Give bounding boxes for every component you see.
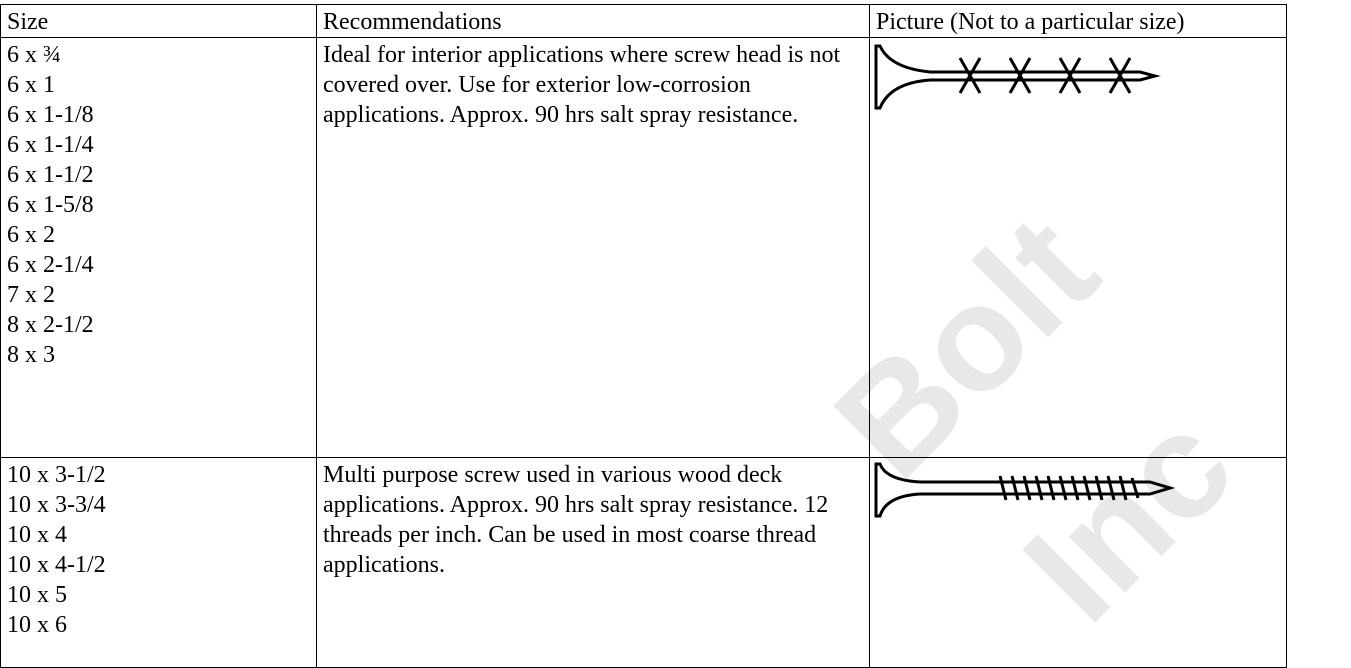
size: 6 x 1 — [7, 72, 55, 98]
recommendation-cell: Multi purpose screw used in various wood… — [316, 457, 870, 668]
size: 8 x 3 — [7, 342, 55, 368]
size: 6 x 2 — [7, 222, 55, 248]
size: 10 x 4-1/2 — [7, 552, 106, 578]
size: 6 x 1-1/2 — [7, 162, 94, 188]
size: 10 x 3-3/4 — [7, 492, 106, 518]
size: 10 x 4 — [7, 522, 67, 548]
header-cell: Recommendations — [316, 4, 870, 38]
picture-cell — [869, 457, 1287, 668]
recommendation-cell: Ideal for interior applications where sc… — [316, 37, 870, 458]
size: 6 x 2-1/4 — [7, 252, 94, 278]
screw-table: Size Recommendations Picture (Not to a p… — [0, 4, 1287, 668]
header-row: Size Recommendations Picture (Not to a p… — [0, 4, 1287, 38]
header-cell: Picture (Not to a particular size) — [869, 4, 1287, 38]
sizes-cell: 10 x 3-1/2 10 x 3-3/4 10 x 4 10 x 4-1/2 10 x… — [0, 457, 317, 668]
header-cell: Size — [0, 4, 317, 38]
size: 7 x 2 — [7, 282, 55, 308]
size: 10 x 6 — [7, 612, 67, 638]
size: 10 x 3-1/2 — [7, 462, 106, 488]
picture-cell — [869, 37, 1287, 458]
size: 6 x 1-5/8 — [7, 192, 94, 218]
screw-picture — [874, 44, 1161, 110]
size: 8 x 2-1/2 — [7, 312, 94, 338]
sizes-cell: 6 x ¾ 6 x 1 6 x 1-1/8 6 x 1-1/4 6 x 1-1/2 6 x… — [0, 37, 317, 458]
size: 10 x 5 — [7, 582, 67, 608]
row: 6 x ¾ 6 x 1 6 x 1-1/8 6 x 1-1/4 6 x 1-1/2 6 x… — [0, 37, 1287, 458]
screw-picture — [874, 462, 1176, 518]
size: 6 x 1-1/4 — [7, 132, 94, 158]
size: 6 x ¾ — [7, 42, 61, 68]
row: 10 x 3-1/2 10 x 3-3/4 10 x 4 10 x 4-1/2 10 x… — [0, 457, 1287, 668]
size: 6 x 1-1/8 — [7, 102, 94, 128]
